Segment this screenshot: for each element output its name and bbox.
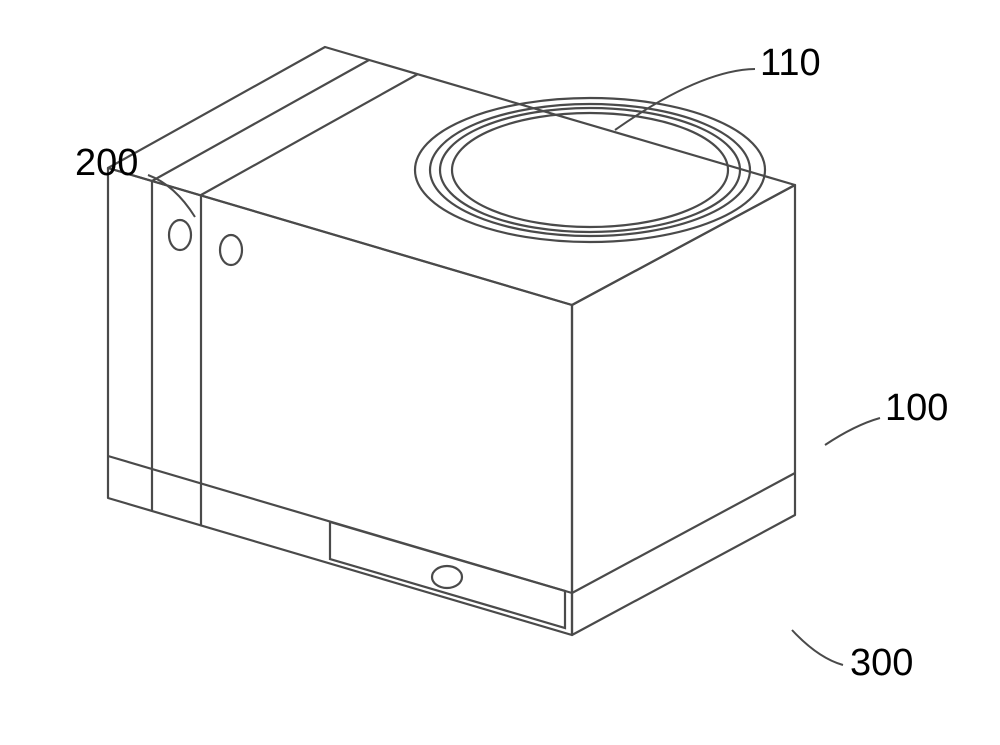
technical-diagram: 110 200 100 300	[0, 0, 1000, 745]
label-100: 100	[885, 387, 948, 429]
hole-icon	[432, 566, 462, 588]
hole-icon	[220, 235, 242, 265]
hole-icon	[169, 220, 191, 250]
left-panel-holes	[169, 220, 242, 265]
label-200: 200	[75, 142, 138, 184]
lens-rings	[415, 98, 765, 242]
left-panel-partitions	[152, 60, 418, 525]
main-body	[108, 47, 795, 635]
label-300: 300	[850, 642, 913, 684]
label-110: 110	[760, 42, 821, 84]
base-strip	[108, 456, 795, 593]
